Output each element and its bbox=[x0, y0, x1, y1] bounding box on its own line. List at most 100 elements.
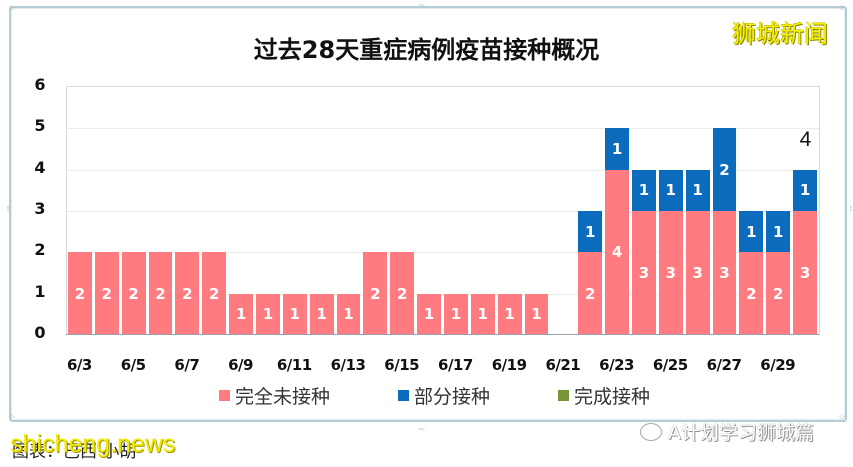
gridline bbox=[67, 252, 819, 254]
bar-6-13[interactable]: 1 bbox=[336, 293, 361, 335]
bar-segment: 3 bbox=[658, 211, 683, 335]
bar-value-label: 2 bbox=[128, 284, 139, 303]
gridline bbox=[67, 293, 819, 295]
bar-segment: 1 bbox=[793, 169, 817, 211]
x-tick-label: 6/11 bbox=[276, 356, 312, 374]
legend: 完全未接种 部分接种 完成接种 bbox=[0, 382, 853, 410]
bar-6-8[interactable]: 2 bbox=[202, 252, 227, 335]
bar-value-label: 3 bbox=[692, 264, 703, 282]
bar-segment: 2 bbox=[94, 252, 119, 335]
bar-value-label: 1 bbox=[746, 222, 757, 241]
bar-segment: 2 bbox=[739, 252, 764, 335]
bar-segment: 3 bbox=[685, 211, 710, 335]
bar-6-18[interactable]: 1 bbox=[470, 293, 495, 335]
x-tick-label: 6/15 bbox=[384, 356, 420, 374]
x-tick-label: 6/3 bbox=[66, 356, 92, 374]
bar-6-17[interactable]: 1 bbox=[444, 293, 468, 335]
bar-6-16[interactable]: 1 bbox=[417, 293, 441, 335]
bar-6-12[interactable]: 1 bbox=[309, 293, 334, 335]
x-tick-label: 6/23 bbox=[599, 356, 634, 374]
bar-segment: 1 bbox=[658, 169, 683, 211]
bar-segment: 1 bbox=[470, 293, 495, 335]
bar-value-label: 1 bbox=[799, 181, 811, 200]
bar-6-14[interactable]: 2 bbox=[363, 252, 388, 335]
bar-value-label: 1 bbox=[235, 305, 247, 324]
bar-6-10[interactable]: 1 bbox=[256, 293, 280, 335]
bar-segment: 2 bbox=[175, 252, 200, 335]
x-tick-label: 6/17 bbox=[438, 356, 473, 374]
resize-corner-bottom-right[interactable]: ⁘ bbox=[838, 413, 846, 423]
bar-value-label: 3 bbox=[719, 264, 730, 282]
resize-handle-left[interactable]: ···· bbox=[3, 205, 12, 212]
bar-segment: 1 bbox=[497, 293, 522, 335]
y-tick-label: 6 bbox=[34, 75, 46, 94]
bar-segment: 4 bbox=[605, 169, 629, 335]
bar-value-label: 2 bbox=[208, 284, 220, 303]
wechat-icon bbox=[640, 422, 662, 441]
resize-handle-right[interactable]: ···· bbox=[846, 205, 853, 212]
resize-corner-top-left[interactable]: ⁘ bbox=[8, 4, 16, 14]
bar-6-7[interactable]: 2 bbox=[175, 252, 200, 335]
bar-segment: 1 bbox=[766, 211, 791, 253]
bar-6-9[interactable]: 1 bbox=[229, 293, 253, 335]
bar-6-11[interactable]: 1 bbox=[282, 293, 307, 335]
bar-value-label: 2 bbox=[396, 284, 408, 303]
bar-6-5[interactable]: 2 bbox=[121, 252, 146, 335]
bar-6-4[interactable]: 2 bbox=[94, 252, 119, 335]
bar-value-label: 4 bbox=[611, 243, 623, 262]
bar-value-label: 2 bbox=[101, 284, 112, 303]
bar-segment: 1 bbox=[417, 293, 441, 335]
y-tick-label: 0 bbox=[34, 323, 46, 342]
y-tick-label: 5 bbox=[34, 116, 46, 136]
legend-item[interactable]: 部分接种 bbox=[398, 382, 490, 409]
legend-item[interactable]: 完全未接种 bbox=[219, 382, 330, 409]
bar-value-label: 1 bbox=[477, 305, 488, 324]
legend-item[interactable]: 完成接种 bbox=[558, 382, 650, 409]
bar-6-20[interactable]: 1 bbox=[524, 293, 549, 335]
bar-6-3[interactable]: 2 bbox=[68, 252, 92, 335]
bar-6-15[interactable]: 2 bbox=[390, 252, 415, 335]
bar-value-label: 1 bbox=[289, 305, 300, 324]
resize-handle-bottom[interactable]: ···· bbox=[418, 425, 425, 434]
legend-swatch-icon bbox=[398, 390, 409, 401]
bar-segment: 3 bbox=[632, 211, 656, 335]
resize-corner-bottom-left[interactable]: ⁘ bbox=[8, 413, 16, 423]
bar-value-label: 2 bbox=[772, 284, 784, 303]
resize-handle-top[interactable]: ···· bbox=[418, 1, 425, 10]
bar-segment: 1 bbox=[524, 293, 549, 335]
bar-value-label: 3 bbox=[638, 264, 650, 282]
bar-value-label: 1 bbox=[423, 305, 435, 324]
x-tick-label: 6/7 bbox=[174, 356, 200, 374]
bar-6-19[interactable]: 1 bbox=[497, 293, 522, 335]
x-tick-label: 6/19 bbox=[491, 356, 527, 374]
wechat-account-name: A计划学习狮城篇 bbox=[668, 422, 814, 444]
bar-6-6[interactable]: 2 bbox=[148, 252, 173, 335]
bar-value-label: 1 bbox=[450, 305, 462, 324]
bar-segment: 1 bbox=[739, 211, 764, 253]
gridline bbox=[67, 211, 819, 212]
bar-value-label: 2 bbox=[74, 284, 86, 303]
bar-value-label: 1 bbox=[584, 222, 596, 241]
x-tick-label: 6/25 bbox=[652, 356, 688, 374]
wechat-watermark: A计划学习狮城篇 bbox=[640, 418, 814, 445]
total-annotation: 4 bbox=[799, 127, 812, 151]
bar-segment: 1 bbox=[309, 293, 334, 335]
legend-swatch-icon bbox=[219, 390, 230, 401]
y-tick-label: 2 bbox=[34, 240, 46, 260]
x-tick-label: 6/13 bbox=[330, 356, 366, 374]
bar-value-label: 2 bbox=[182, 284, 193, 303]
resize-corner-top-right[interactable]: ⁘ bbox=[838, 4, 846, 14]
gridline bbox=[67, 169, 819, 171]
bar-segment: 2 bbox=[766, 252, 791, 335]
bar-segment: 2 bbox=[712, 128, 737, 211]
